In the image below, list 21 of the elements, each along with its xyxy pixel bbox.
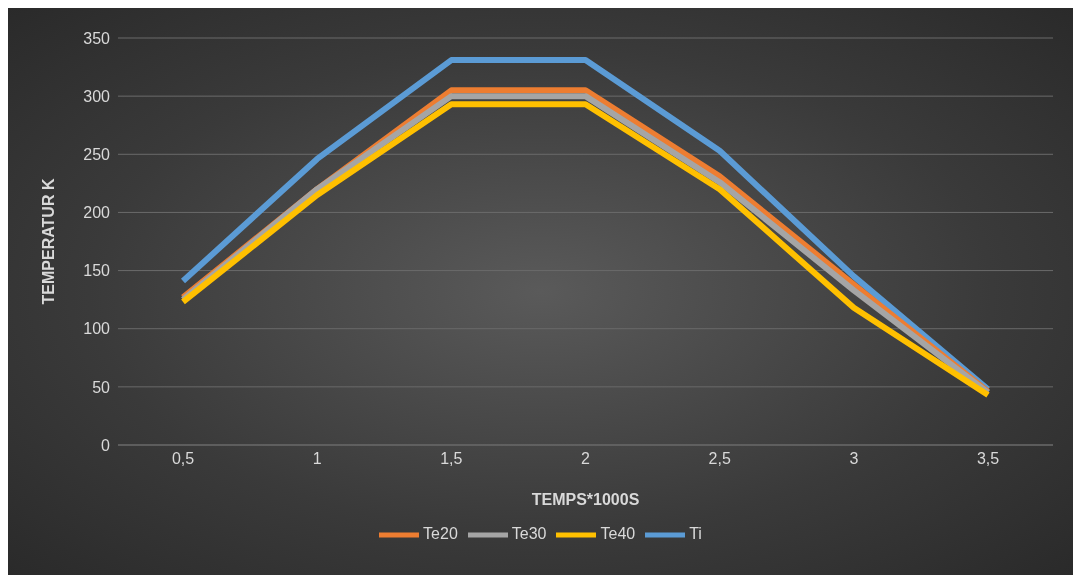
x-tick-label: 2,5 xyxy=(708,450,731,468)
y-tick-label: 0 xyxy=(101,436,111,454)
legend-label: Te40 xyxy=(600,525,636,543)
x-tick-label: 2 xyxy=(581,450,591,468)
y-tick-label: 150 xyxy=(83,262,111,280)
y-tick-label: 350 xyxy=(83,29,111,47)
legend-label: Te30 xyxy=(511,525,547,543)
x-axis-title: TEMPS*1000S xyxy=(531,491,640,508)
x-tick-label: 1 xyxy=(312,450,322,468)
y-tick-label: 100 xyxy=(83,320,111,338)
x-tick-label: 3 xyxy=(849,450,859,468)
y-tick-label: 250 xyxy=(83,145,111,163)
y-axis-title: TEMPERATUR K xyxy=(39,178,57,305)
legend-label: Ti xyxy=(689,525,702,543)
y-tick-label: 300 xyxy=(83,87,111,105)
x-tick-label: 3,5 xyxy=(976,450,1000,468)
y-tick-label: 200 xyxy=(83,204,111,222)
legend-label: Te20 xyxy=(423,525,458,543)
x-tick-label: 1,5 xyxy=(440,450,463,468)
x-tick-label: 0,5 xyxy=(171,450,195,468)
y-tick-label: 50 xyxy=(92,378,111,396)
